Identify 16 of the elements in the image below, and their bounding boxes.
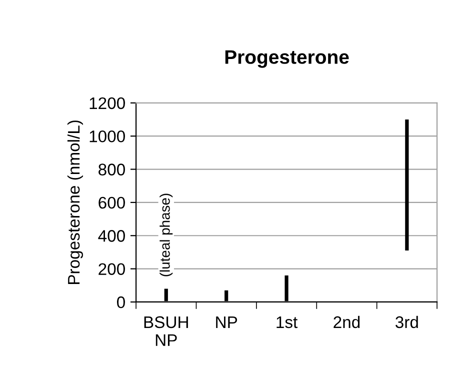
y-tick-label: 400 — [98, 230, 125, 242]
y-tick-label: 0 — [117, 296, 125, 308]
annotation: (luteal phase) — [160, 194, 173, 276]
x-tick-label: BSUH NP — [144, 316, 188, 346]
x-tick-label: NP — [216, 316, 238, 328]
y-axis-title: Progesterone (nmol/L) — [67, 120, 83, 284]
y-tick-label: 1000 — [90, 130, 125, 142]
bar — [405, 120, 409, 251]
chart-title: Progesterone — [225, 50, 349, 68]
y-tick-label: 800 — [98, 164, 125, 176]
x-tick-label: 2nd — [334, 316, 360, 328]
x-tick-label: 1st — [276, 316, 298, 328]
y-tick-label: 600 — [98, 196, 125, 209]
x-tick-label: 3rd — [396, 316, 418, 328]
y-tick-label: 200 — [98, 263, 125, 276]
y-tick-label: 1200 — [90, 97, 125, 110]
